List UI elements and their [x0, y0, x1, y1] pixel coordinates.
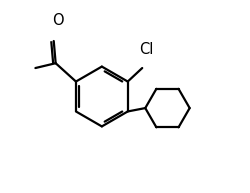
- Text: O: O: [52, 13, 64, 28]
- Text: Cl: Cl: [140, 42, 154, 57]
